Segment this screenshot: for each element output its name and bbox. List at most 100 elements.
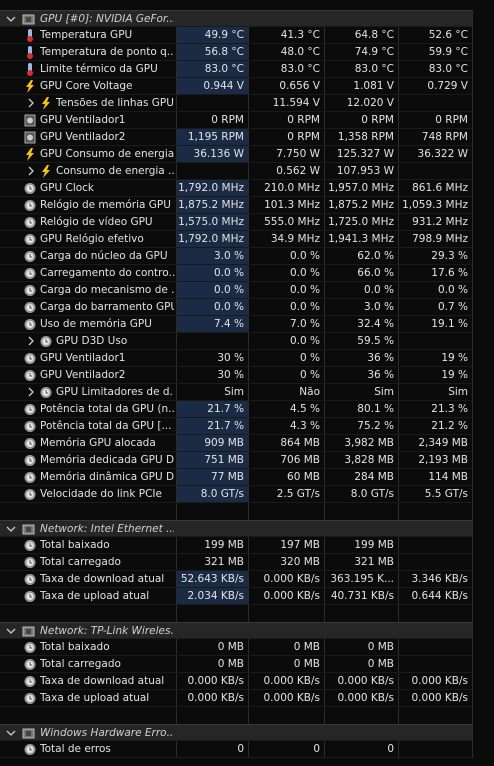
sensor-value: 2.034 KB/s bbox=[177, 588, 248, 604]
sensor-value: 29.3 % bbox=[431, 250, 468, 262]
icon bbox=[24, 404, 36, 415]
sensor-value: 1,059.3 MHz bbox=[402, 199, 468, 211]
icon bbox=[40, 336, 52, 347]
sensor-row: Potência total da GPU (n... 21.7 % 4.5 % 80… bbox=[0, 401, 472, 418]
sensor-label: Total baixado bbox=[40, 539, 110, 551]
sensor-value: 36.322 W bbox=[417, 148, 468, 160]
sensor-label: GPU Ventilador1 bbox=[40, 352, 126, 364]
sensor-row: GPU Clock 1,792.0 MHz 210.0 MHz 1,957.0 MHz… bbox=[0, 180, 472, 197]
sensor-label: Taxa de download atual bbox=[40, 573, 165, 585]
sensor-value: 83.0 °C bbox=[280, 63, 320, 75]
sensor-value: 0.000 KB/s bbox=[187, 692, 245, 704]
sensor-value: 0 % bbox=[300, 352, 320, 364]
sensor-value: 56.8 °C bbox=[177, 44, 248, 60]
sensor-value: 1,575.0 MHz bbox=[177, 214, 248, 230]
sensor-row: GPU Ventilador2 1,195 RPM 0 RPM 1,358 RPM 74… bbox=[0, 129, 472, 146]
section-title: GPU [#0]: NVIDIA GeFor... bbox=[40, 13, 174, 25]
sensor-label: Uso de memória GPU bbox=[40, 318, 152, 330]
sensor-row: Memória dinâmica GPU D3D77 MB 60 MB 284 MB… bbox=[0, 469, 472, 486]
sensor-label: GPU Limitadores de d... bbox=[56, 386, 174, 398]
sensor-value: 19 % bbox=[441, 352, 468, 364]
sensor-value: 3,982 MB bbox=[344, 437, 394, 449]
sensor-value: 321 MB bbox=[354, 556, 394, 568]
sensor-value: 748 RPM bbox=[421, 131, 468, 143]
sensor-value: 11.594 V bbox=[272, 97, 320, 109]
sensor-value: 1,725.0 MHz bbox=[328, 216, 394, 228]
sensor-value: 19.1 % bbox=[431, 318, 468, 330]
sensor-value: 0.0 % bbox=[177, 282, 248, 298]
sensor-label: Velocidade do link PCIe bbox=[40, 488, 162, 500]
sensor-value: 199 MB bbox=[204, 539, 244, 551]
sensor-value: 931.2 MHz bbox=[412, 216, 468, 228]
sensor-label: GPU Ventilador2 bbox=[40, 369, 126, 381]
sensor-value: 0.656 V bbox=[279, 80, 320, 92]
icon bbox=[22, 14, 35, 25]
sensor-row: Taxa de upload atual 0.000 KB/s 0.000 KB/s… bbox=[0, 690, 472, 707]
sensor-label: GPU Ventilador1 bbox=[40, 114, 126, 126]
collapse-toggle[interactable] bbox=[6, 13, 16, 25]
sensor-value: 0.729 V bbox=[427, 80, 468, 92]
sensor-label: Taxa de upload atual bbox=[40, 590, 150, 602]
sensor-value: 1,875.2 MHz bbox=[177, 197, 248, 213]
icon bbox=[24, 131, 36, 144]
icon bbox=[24, 744, 36, 755]
sensor-value: 197 MB bbox=[280, 539, 320, 551]
collapse-toggle[interactable] bbox=[6, 727, 16, 739]
collapse-toggle[interactable] bbox=[6, 625, 16, 637]
icon bbox=[40, 387, 52, 398]
icon bbox=[24, 455, 36, 466]
sensor-value: 1,792.0 MHz bbox=[177, 231, 248, 247]
sensor-row: Carga do mecanismo de ... 0.0 % 0.0 % 0.0 %… bbox=[0, 282, 472, 299]
icon bbox=[26, 80, 34, 93]
sensor-label: Temperatura de ponto q... bbox=[40, 46, 174, 58]
section-header: GPU [#0]: NVIDIA GeFor... bbox=[0, 10, 472, 27]
icon bbox=[24, 472, 36, 483]
sensor-value: 0.644 KB/s bbox=[411, 590, 469, 602]
expand-toggle[interactable] bbox=[26, 335, 36, 347]
icon bbox=[24, 353, 36, 364]
sensor-row: Taxa de download atual 52.643 KB/s 0.000 K… bbox=[0, 571, 472, 588]
collapse-toggle[interactable] bbox=[6, 523, 16, 535]
sensor-value: 0 % bbox=[300, 369, 320, 381]
sensor-value: 284 MB bbox=[354, 471, 394, 483]
column-divider bbox=[176, 10, 177, 758]
expand-toggle[interactable] bbox=[26, 165, 36, 177]
icon bbox=[27, 46, 33, 59]
sensor-row: Relógio de memória GPU 1,875.2 MHz 101.3 M… bbox=[0, 197, 472, 214]
sensor-value: 36.136 W bbox=[177, 146, 248, 162]
sensor-value: 0 bbox=[237, 743, 244, 755]
sensor-value: 107.953 W bbox=[336, 165, 394, 177]
column-divider bbox=[248, 10, 249, 758]
sensor-value: 8.0 GT/s bbox=[177, 486, 248, 502]
sensor-value: 798.9 MHz bbox=[412, 233, 468, 245]
sensor-value: 41.3 °C bbox=[280, 29, 320, 41]
sensor-label: GPU Clock bbox=[40, 182, 95, 194]
sensor-value: 0.000 KB/s bbox=[263, 590, 321, 602]
icon bbox=[24, 591, 36, 602]
sensor-value: 0 bbox=[313, 743, 320, 755]
sensor-value: 0 MB bbox=[367, 658, 394, 670]
sensor-label: Taxa de download atual bbox=[40, 675, 165, 687]
sensor-value: 0.000 KB/s bbox=[337, 675, 395, 687]
sensor-label: GPU D3D Uso bbox=[56, 335, 128, 347]
icon bbox=[24, 114, 36, 127]
expand-toggle[interactable] bbox=[26, 97, 36, 109]
sensor-value: 0.0 % bbox=[289, 335, 320, 347]
sensor-row: Limite térmico da GPU 83.0 °C 83.0 °C 83.0 … bbox=[0, 61, 472, 78]
sensor-value: Sim bbox=[374, 386, 394, 398]
icon bbox=[26, 148, 34, 161]
icon bbox=[24, 489, 36, 500]
sensor-value: 48.0 °C bbox=[280, 46, 320, 58]
sensor-value: 83.0 °C bbox=[428, 63, 468, 75]
icon bbox=[24, 574, 36, 585]
sensor-value: 101.3 MHz bbox=[264, 199, 320, 211]
sensor-value: 34.9 MHz bbox=[270, 233, 320, 245]
sensor-value: 320 MB bbox=[280, 556, 320, 568]
sensor-value: 0.000 KB/s bbox=[187, 675, 245, 687]
icon bbox=[22, 524, 35, 535]
sensor-value: 0 MB bbox=[217, 641, 244, 653]
icon bbox=[24, 540, 36, 551]
expand-toggle[interactable] bbox=[26, 386, 36, 398]
sensor-value: 7.750 W bbox=[276, 148, 320, 160]
sensor-label: GPU Consumo de energia bbox=[40, 148, 174, 160]
